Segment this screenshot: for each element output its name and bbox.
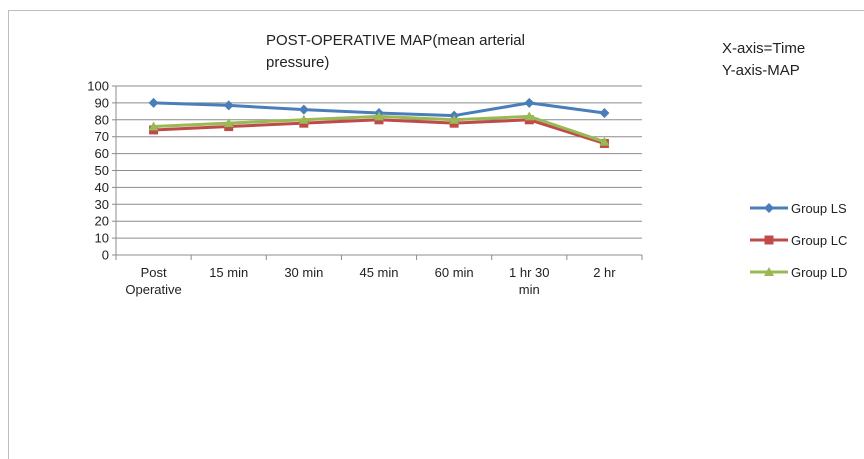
data-point-group-ls [148, 97, 159, 108]
x-tick-label: 60 min [435, 265, 474, 280]
data-point-group-ld [298, 114, 309, 124]
data-point-group-ls [298, 104, 309, 115]
legend-label-group-lc: Group LC [791, 233, 847, 248]
chart-title: POST-OPERATIVE MAP(mean arterial pressur… [266, 30, 586, 74]
x-tick-label-line: 2 hr [593, 265, 616, 280]
data-point-group-ls [524, 97, 535, 108]
axis-note-y: Y-axis-MAP [722, 62, 800, 79]
y-tick-label: 80 [95, 112, 109, 127]
data-point-group-ls [599, 108, 610, 119]
legend-marker-group-ld [764, 267, 774, 276]
x-tick-label: Post Operative [125, 265, 181, 297]
x-tick-label: 2 hr [593, 265, 616, 280]
legend-marker-group-ls [764, 203, 774, 213]
chart-frame [8, 10, 864, 459]
y-tick-label: 10 [95, 231, 109, 246]
legend-marker-group-lc [764, 235, 774, 245]
y-tick-label: 100 [87, 79, 109, 94]
data-point-group-ld [449, 114, 460, 124]
y-tick-label: 20 [95, 214, 109, 229]
x-tick-label-line: Operative [125, 282, 181, 297]
x-tick-label-line: 30 min [284, 265, 323, 280]
x-tick-label: 30 min [284, 265, 323, 280]
x-tick-label-line: 15 min [209, 265, 248, 280]
chart-title-line-1: POST-OPERATIVE MAP(mean arterial [266, 32, 525, 49]
data-point-group-ld [148, 121, 159, 131]
data-point-group-ld [223, 118, 234, 128]
data-point-group-ld [524, 111, 535, 121]
axis-note-x: X-axis=Time [722, 40, 806, 57]
x-tick-label: 1 hr 30 min [509, 265, 549, 297]
y-tick-label: 30 [95, 197, 109, 212]
data-point-group-ls [223, 100, 234, 111]
y-tick-label: 50 [95, 163, 109, 178]
x-tick-label-line: Post [141, 265, 167, 280]
y-tick-label: 70 [95, 129, 109, 144]
axis-note: X-axis=Time Y-axis-MAP [722, 38, 805, 82]
chart-title-line-2: pressure) [266, 54, 330, 71]
data-point-group-ld [599, 136, 610, 146]
x-tick-label: 15 min [209, 265, 248, 280]
data-point-group-ld [374, 111, 384, 121]
y-tick-label: 0 [102, 248, 109, 263]
legend-label-group-ld: Group LD [791, 265, 847, 280]
x-tick-label-line: min [519, 282, 540, 297]
x-tick-label-line: 45 min [359, 265, 398, 280]
x-tick-label-line: 60 min [435, 265, 474, 280]
x-tick-label: 45 min [359, 265, 398, 280]
y-tick-label: 90 [95, 95, 109, 110]
legend-label-group-ls: Group LS [791, 201, 847, 216]
y-tick-label: 40 [95, 180, 109, 195]
x-tick-label-line: 1 hr 30 [509, 265, 549, 280]
y-tick-label: 60 [95, 146, 109, 161]
